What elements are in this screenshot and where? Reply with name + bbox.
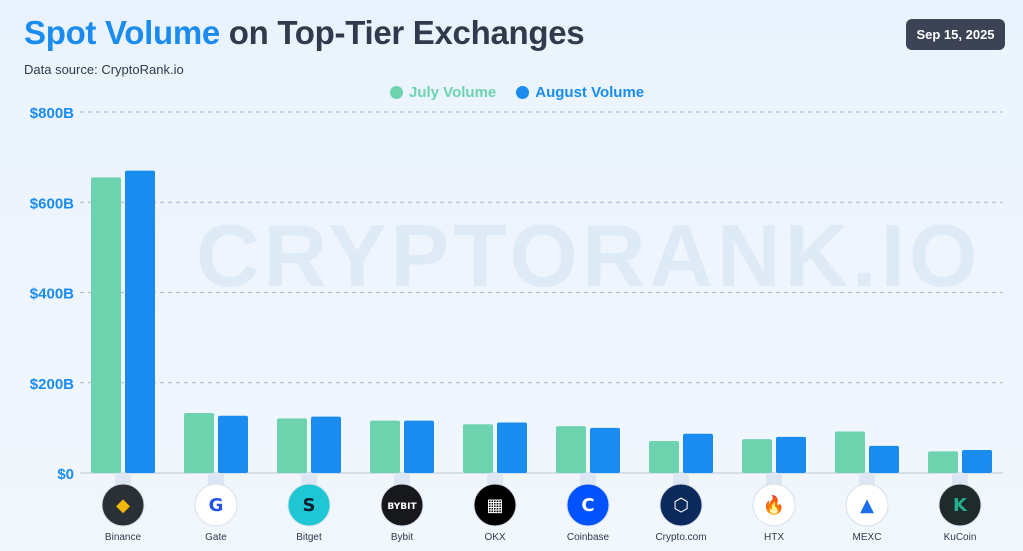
bar-august-okx (497, 422, 527, 473)
legend-swatch-july (390, 85, 403, 99)
bar-july-kucoin (928, 451, 958, 473)
x-tick-label: Bitget (296, 532, 322, 543)
y-tick-label: $400B (30, 286, 74, 303)
y-tick-label: $200B (30, 376, 74, 393)
bar-august-kucoin (962, 449, 992, 473)
legend-item-july[interactable]: July Volume (390, 84, 496, 101)
date-badge: Sep 15, 2025 (906, 19, 1005, 50)
bar-august-htx (776, 436, 806, 473)
x-tick-label: Binance (105, 532, 142, 543)
bitget-logo-icon (287, 483, 331, 527)
legend: July Volume August Volume (390, 82, 644, 102)
bar-july-bitget (277, 418, 307, 473)
x-tick-label: HTX (764, 532, 784, 543)
bar-july-coinbase (556, 426, 586, 473)
bybit-logo-icon-glyph: BYBIT (387, 502, 417, 512)
htx-logo-icon (752, 483, 796, 527)
bar-august-bybit (404, 420, 434, 473)
y-tick-label: $800B (30, 105, 74, 122)
htx-logo-icon-glyph: 🔥 (763, 494, 785, 516)
kucoin-logo-icon-glyph: K (953, 495, 968, 516)
watermark: CRYPTORANK.IO (196, 206, 982, 305)
bar-august-coinbase (590, 427, 620, 473)
title-accent: Spot Volume (24, 14, 220, 51)
x-tick-label: OKX (484, 532, 505, 543)
x-tick-label: Crypto.com (655, 532, 706, 543)
crypto-com-logo-icon (659, 483, 703, 527)
y-tick-label: $0 (57, 466, 74, 483)
x-tick-label: Coinbase (567, 532, 610, 543)
legend-label-august: August Volume (535, 83, 645, 101)
okx-logo-icon (473, 483, 517, 527)
bar-july-bybit (370, 420, 400, 473)
coinbase-logo-icon-glyph: C (581, 495, 594, 516)
x-tick-label: Gate (205, 532, 227, 543)
bar-july-mexc (835, 431, 865, 473)
bybit-logo-icon (380, 483, 424, 527)
bar-july-binance (91, 177, 121, 473)
legend-item-august[interactable]: August Volume (516, 84, 644, 101)
bar-august-gate (218, 415, 248, 473)
gate-logo-icon (194, 483, 238, 527)
y-tick-label: $600B (30, 195, 74, 212)
bar-july-gate (184, 412, 214, 473)
mexc-logo-icon (845, 483, 889, 527)
kucoin-logo-icon (938, 483, 982, 527)
bar-august-binance (125, 170, 155, 473)
bar-july-okx (463, 424, 493, 473)
crypto-com-logo-icon-glyph: ⬡ (673, 495, 689, 516)
bar-august-bitget (311, 416, 341, 473)
data-source: Data source: CryptoRank.io (24, 62, 184, 77)
bitget-logo-icon-glyph: S (303, 495, 316, 516)
binance-logo-icon (101, 483, 145, 527)
legend-label-july: July Volume (409, 83, 497, 101)
x-tick-label: MEXC (853, 532, 882, 543)
x-tick-label: KuCoin (944, 532, 977, 543)
legend-swatch-august (516, 85, 530, 99)
coinbase-logo-icon (566, 483, 610, 527)
x-tick-label: Bybit (391, 532, 413, 543)
title-rest: on Top-Tier Exchanges (219, 14, 585, 51)
bar-july-htx (742, 439, 772, 473)
gate-logo-icon-glyph: G (209, 495, 224, 516)
bar-july-cryptocom (649, 440, 679, 473)
bar-august-cryptocom (683, 433, 713, 473)
binance-logo-icon-glyph: ◆ (116, 495, 130, 516)
okx-logo-icon-glyph: ▦ (486, 495, 503, 516)
chart-title: Spot Volume on Top-Tier Exchanges (24, 14, 585, 52)
mexc-logo-icon-glyph: ▲ (860, 495, 874, 516)
bar-august-mexc (869, 445, 899, 473)
